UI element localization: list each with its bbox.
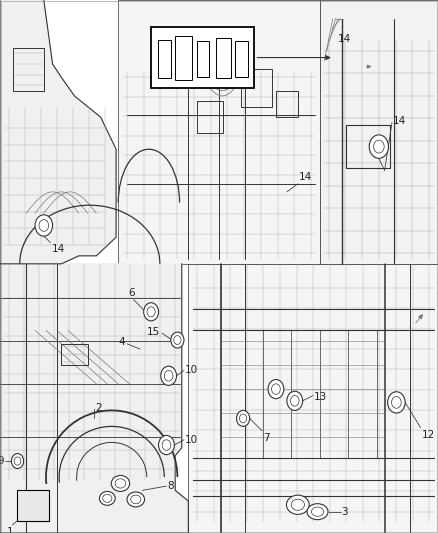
Polygon shape bbox=[0, 264, 188, 533]
Bar bbox=[235, 41, 248, 77]
Text: 14: 14 bbox=[338, 34, 351, 44]
Text: 14: 14 bbox=[393, 116, 406, 126]
Circle shape bbox=[147, 307, 155, 317]
Circle shape bbox=[388, 392, 405, 413]
Circle shape bbox=[174, 336, 181, 344]
Text: 12: 12 bbox=[421, 430, 434, 440]
Text: 15: 15 bbox=[147, 327, 160, 336]
Text: 3: 3 bbox=[342, 507, 348, 516]
Bar bbox=[188, 264, 438, 533]
Text: 14: 14 bbox=[52, 244, 65, 254]
Text: 14: 14 bbox=[299, 172, 312, 182]
Ellipse shape bbox=[291, 499, 304, 510]
Ellipse shape bbox=[127, 492, 145, 507]
Circle shape bbox=[369, 135, 389, 158]
Ellipse shape bbox=[131, 495, 141, 504]
Bar bbox=[276, 91, 298, 117]
Text: 10: 10 bbox=[185, 366, 198, 375]
Bar bbox=[197, 41, 209, 77]
Ellipse shape bbox=[115, 479, 126, 488]
Circle shape bbox=[171, 332, 184, 348]
Ellipse shape bbox=[103, 494, 112, 503]
Text: 10: 10 bbox=[185, 435, 198, 445]
Bar bbox=[241, 69, 272, 107]
Text: 4: 4 bbox=[118, 337, 125, 347]
Circle shape bbox=[161, 366, 177, 385]
Circle shape bbox=[35, 215, 53, 236]
Ellipse shape bbox=[286, 495, 309, 514]
Bar bbox=[61, 344, 88, 365]
Ellipse shape bbox=[311, 507, 324, 516]
Text: 13: 13 bbox=[314, 392, 327, 401]
Text: 1: 1 bbox=[6, 527, 13, 533]
Circle shape bbox=[287, 391, 303, 410]
Circle shape bbox=[237, 410, 250, 426]
Text: 9: 9 bbox=[0, 456, 4, 466]
Circle shape bbox=[240, 414, 247, 423]
Circle shape bbox=[268, 379, 284, 399]
Bar bbox=[175, 36, 192, 80]
Bar bbox=[346, 125, 390, 168]
Text: 2: 2 bbox=[95, 403, 102, 413]
Bar bbox=[320, 0, 438, 264]
Circle shape bbox=[392, 397, 401, 408]
Text: 8: 8 bbox=[167, 481, 174, 491]
Bar bbox=[17, 490, 49, 521]
Text: 7: 7 bbox=[263, 433, 269, 443]
Circle shape bbox=[159, 435, 174, 455]
Bar bbox=[197, 101, 223, 133]
Bar bbox=[118, 0, 320, 264]
Ellipse shape bbox=[111, 475, 130, 491]
Circle shape bbox=[272, 384, 280, 394]
Circle shape bbox=[14, 457, 21, 465]
Polygon shape bbox=[0, 0, 116, 264]
Circle shape bbox=[162, 440, 171, 450]
Bar bbox=[13, 48, 44, 91]
Ellipse shape bbox=[99, 491, 115, 505]
Ellipse shape bbox=[307, 504, 328, 520]
Circle shape bbox=[290, 395, 299, 406]
Circle shape bbox=[144, 303, 159, 321]
Bar bbox=[151, 27, 254, 88]
Bar bbox=[158, 40, 171, 78]
Circle shape bbox=[164, 370, 173, 381]
Circle shape bbox=[11, 454, 24, 469]
Text: 6: 6 bbox=[128, 288, 135, 298]
Bar bbox=[216, 38, 231, 78]
Circle shape bbox=[39, 220, 49, 231]
Circle shape bbox=[374, 140, 384, 153]
